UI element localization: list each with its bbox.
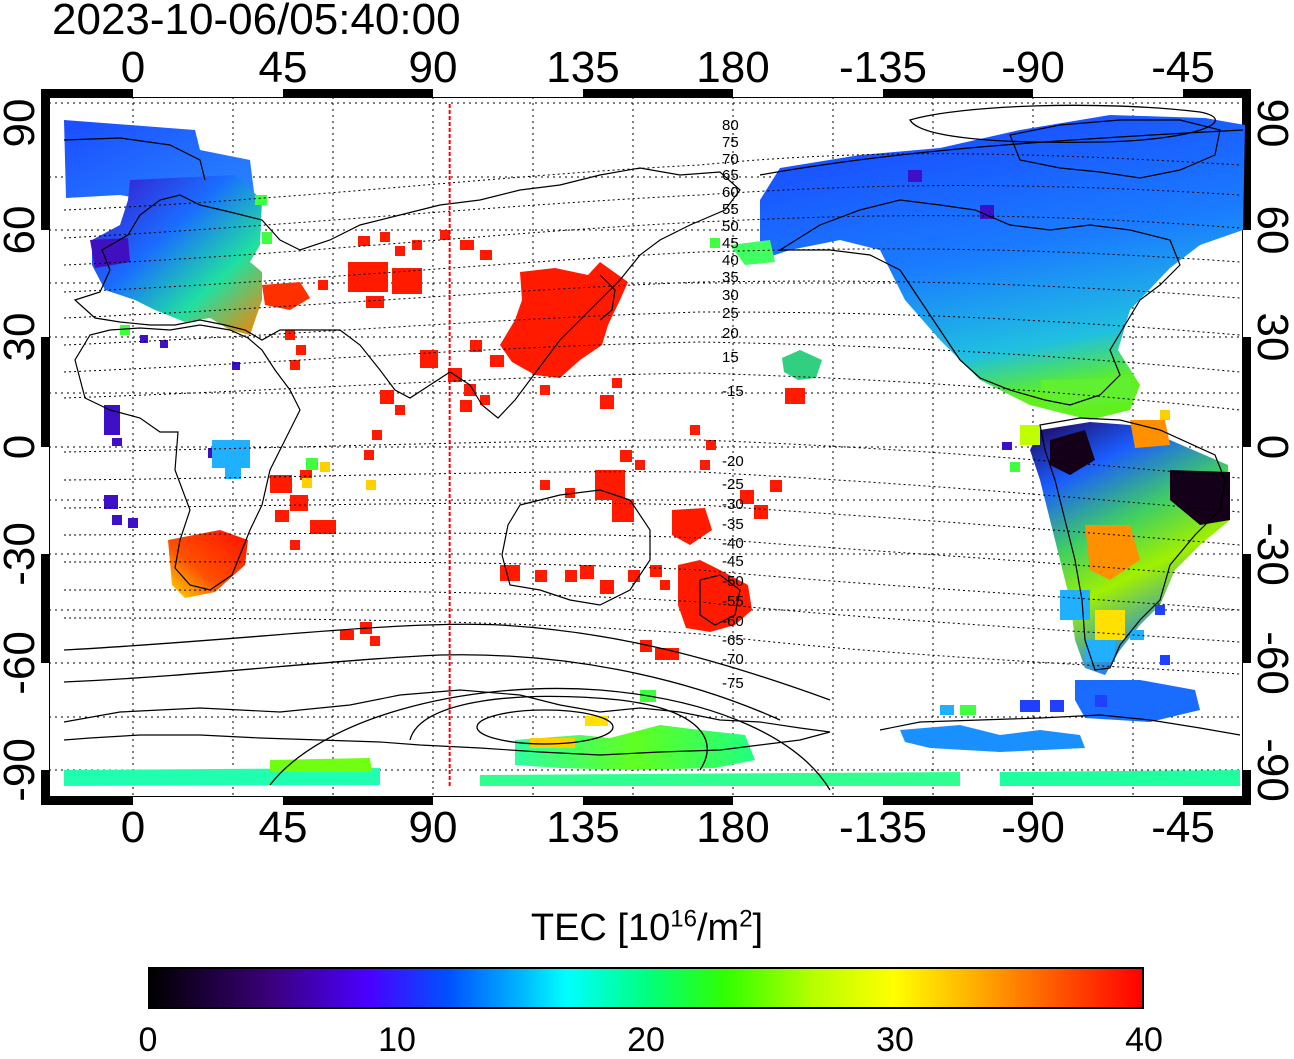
contour-label: 35 (722, 269, 739, 286)
y-tick-left: -30 (0, 514, 42, 594)
y-tick-right: 60 (1250, 190, 1294, 270)
contour-label: 30 (722, 287, 739, 304)
x-tick-top: 135 (546, 46, 619, 90)
contour-label: -65 (722, 632, 744, 649)
contour-label: 20 (722, 325, 739, 342)
y-tick-right: 0 (1250, 407, 1294, 487)
colorbar-title: TEC [1016/m2] (0, 906, 1294, 950)
contour-label: -40 (722, 535, 744, 552)
colorbar-tick: 20 (627, 1023, 665, 1057)
x-tick-bottom: 0 (121, 806, 145, 850)
contour-label: -25 (722, 476, 744, 493)
contour-label: -75 (722, 675, 744, 692)
contour-label: -70 (722, 651, 744, 668)
contour-label: 50 (722, 218, 739, 235)
contour-label: -20 (722, 453, 744, 470)
y-tick-right: 30 (1250, 297, 1294, 377)
contour-label: -15 (722, 383, 744, 400)
colorbar-tick: 0 (139, 1023, 158, 1057)
contour-label: 70 (722, 151, 739, 168)
x-tick-bottom: -90 (1001, 806, 1065, 850)
y-tick-left: 90 (0, 83, 42, 163)
contour-label: -30 (722, 496, 744, 513)
contour-label: 15 (722, 349, 739, 366)
x-tick-bottom: -45 (1151, 806, 1215, 850)
contour-label: 45 (722, 235, 739, 252)
y-tick-left: 60 (0, 190, 42, 270)
x-tick-top: 45 (259, 46, 308, 90)
contour-label: -45 (722, 553, 744, 570)
y-tick-left: 30 (0, 297, 42, 377)
x-tick-top: -135 (839, 46, 927, 90)
x-tick-bottom: 135 (546, 806, 619, 850)
contour-label: 55 (722, 201, 739, 218)
contour-label: 40 (722, 252, 739, 269)
tec-map: 8075706560555045403530252015-15-20-25-30… (0, 0, 1294, 900)
colorbar-tick: 10 (378, 1023, 416, 1057)
contour-label: 75 (722, 134, 739, 151)
x-tick-top: 180 (696, 46, 769, 90)
contour-label: -35 (722, 516, 744, 533)
y-tick-right: -60 (1250, 623, 1294, 703)
x-tick-bottom: 180 (696, 806, 769, 850)
contour-label: -55 (722, 593, 744, 610)
y-tick-right: -90 (1250, 730, 1294, 810)
x-tick-top: -90 (1001, 46, 1065, 90)
x-tick-bottom: 45 (259, 806, 308, 850)
colorbar (148, 967, 1144, 1009)
contour-label: 65 (722, 167, 739, 184)
y-tick-left: -60 (0, 623, 42, 703)
x-tick-top: -45 (1151, 46, 1215, 90)
colorbar-tick: 40 (1125, 1023, 1163, 1057)
y-tick-left: 0 (0, 407, 42, 487)
y-tick-left: -90 (0, 730, 42, 810)
x-tick-top: 90 (409, 46, 458, 90)
contour-label: 25 (722, 305, 739, 322)
y-tick-right: -30 (1250, 514, 1294, 594)
colorbar-tick: 30 (876, 1023, 914, 1057)
x-tick-bottom: 90 (409, 806, 458, 850)
x-tick-top: 0 (121, 46, 145, 90)
x-tick-bottom: -135 (839, 806, 927, 850)
contour-label: -50 (722, 573, 744, 590)
contour-label: -60 (722, 613, 744, 630)
contour-label: 80 (722, 117, 739, 134)
contour-label: 60 (722, 184, 739, 201)
y-tick-right: 90 (1250, 83, 1294, 163)
